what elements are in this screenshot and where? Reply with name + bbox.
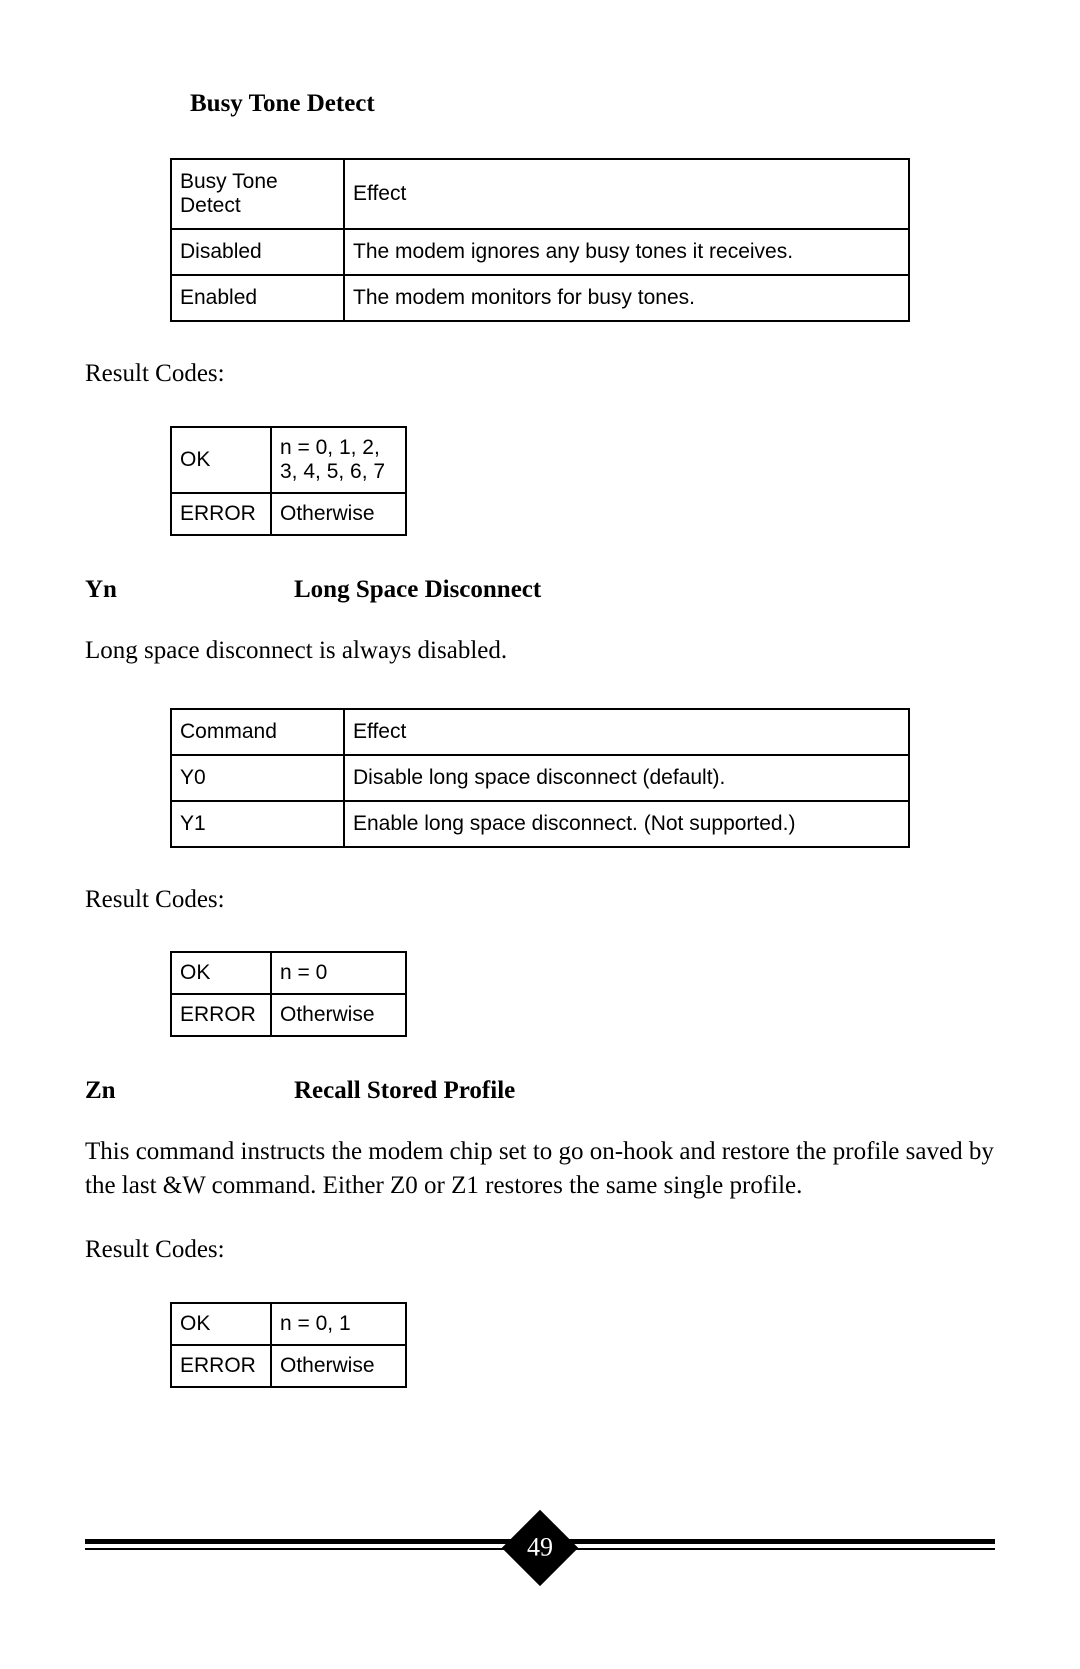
table-row: OK n = 0, 1, 2, 3, 4, 5, 6, 7 — [171, 427, 406, 493]
table-cell: ERROR — [171, 493, 271, 535]
table-cell: n = 0, 1 — [271, 1303, 406, 1345]
table-row: Disabled The modem ignores any busy tone… — [171, 229, 909, 275]
table-cell: Command — [171, 709, 344, 755]
table-cell: The modem monitors for busy tones. — [344, 275, 909, 321]
command-code: Yn — [85, 576, 290, 604]
table-row: OK n = 0, 1 — [171, 1303, 406, 1345]
table-cell: Otherwise — [271, 493, 406, 535]
document-page: Busy Tone Detect Busy Tone Detect Effect… — [0, 0, 1080, 1669]
yn-table: Command Effect Y0 Disable long space dis… — [170, 708, 910, 848]
table-cell: Otherwise — [271, 1345, 406, 1387]
yn-command-heading: Yn Long Space Disconnect — [85, 576, 995, 604]
table-cell: Disable long space disconnect (default). — [344, 755, 909, 801]
result-codes-table-3: OK n = 0, 1 ERROR Otherwise — [170, 1302, 407, 1388]
table-cell: Disabled — [171, 229, 344, 275]
table-cell: OK — [171, 1303, 271, 1345]
zn-command-heading: Zn Recall Stored Profile — [85, 1077, 995, 1105]
table-row: OK n = 0 — [171, 952, 406, 994]
yn-body-text: Long space disconnect is always disabled… — [85, 634, 995, 668]
table-cell: Enabled — [171, 275, 344, 321]
result-codes-label: Result Codes: — [85, 883, 995, 917]
table-cell: Effect — [344, 709, 909, 755]
table-row: Y1 Enable long space disconnect. (Not su… — [171, 801, 909, 847]
table-row: ERROR Otherwise — [171, 1345, 406, 1387]
table-cell: Otherwise — [271, 994, 406, 1036]
page-number: 49 — [527, 1533, 553, 1563]
busy-tone-detect-heading: Busy Tone Detect — [190, 90, 995, 118]
table-row: ERROR Otherwise — [171, 994, 406, 1036]
table-cell: Busy Tone Detect — [171, 159, 344, 229]
table-cell: ERROR — [171, 1345, 271, 1387]
zn-body-text: This command instructs the modem chip se… — [85, 1135, 995, 1203]
table-cell: OK — [171, 427, 271, 493]
result-codes-table-2: OK n = 0 ERROR Otherwise — [170, 951, 407, 1037]
table-row: Busy Tone Detect Effect — [171, 159, 909, 229]
command-title: Recall Stored Profile — [294, 1077, 515, 1104]
command-title: Long Space Disconnect — [294, 576, 541, 603]
table-row: Y0 Disable long space disconnect (defaul… — [171, 755, 909, 801]
table-cell: Effect — [344, 159, 909, 229]
result-codes-table-1: OK n = 0, 1, 2, 3, 4, 5, 6, 7 ERROR Othe… — [170, 426, 407, 536]
busy-tone-table: Busy Tone Detect Effect Disabled The mod… — [170, 158, 910, 322]
table-cell: The modem ignores any busy tones it rece… — [344, 229, 909, 275]
table-cell: OK — [171, 952, 271, 994]
command-code: Zn — [85, 1077, 290, 1105]
table-cell: n = 0, 1, 2, 3, 4, 5, 6, 7 — [271, 427, 406, 493]
page-footer: 49 — [85, 1519, 995, 1579]
table-row: Command Effect — [171, 709, 909, 755]
table-cell: ERROR — [171, 994, 271, 1036]
result-codes-label: Result Codes: — [85, 1233, 995, 1267]
table-row: Enabled The modem monitors for busy tone… — [171, 275, 909, 321]
table-cell: Enable long space disconnect. (Not suppo… — [344, 801, 909, 847]
table-cell: Y0 — [171, 755, 344, 801]
result-codes-label: Result Codes: — [85, 357, 995, 391]
table-row: ERROR Otherwise — [171, 493, 406, 535]
table-cell: n = 0 — [271, 952, 406, 994]
table-cell: Y1 — [171, 801, 344, 847]
